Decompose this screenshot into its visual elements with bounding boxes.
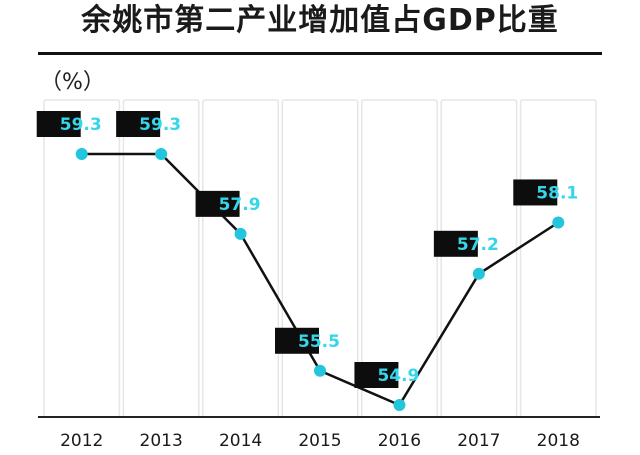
data-label-box — [36, 111, 81, 137]
data-point — [393, 399, 406, 411]
data-point — [234, 227, 247, 240]
y-unit-label: （%） — [40, 70, 105, 95]
x-tick-label: 2014 — [219, 431, 262, 451]
data-label: 55.5 — [275, 327, 340, 354]
data-label-box — [275, 327, 319, 354]
data-label: 59.3 — [116, 111, 181, 137]
data-point — [314, 364, 326, 377]
x-tick-label: 2018 — [537, 431, 580, 451]
x-tick-label: 2013 — [140, 431, 183, 451]
x-tick-label: 2016 — [378, 431, 421, 451]
data-label-text: 58.1 — [536, 183, 578, 203]
data-label: 57.9 — [195, 190, 261, 217]
data-point — [155, 148, 168, 160]
column-panel — [202, 99, 280, 418]
data-points — [75, 148, 565, 411]
data-labels: 59.3 59.3 57.9 55.5 54.9 57.2 58.1 — [36, 111, 578, 388]
data-label: 57.2 — [433, 230, 499, 257]
data-label-box — [433, 230, 478, 257]
x-tick-labels: 2012 2013 2014 2015 2016 2017 2018 — [60, 431, 580, 451]
data-label-box — [195, 190, 240, 217]
data-point — [75, 148, 88, 160]
data-label-text: 57.9 — [219, 195, 261, 215]
data-label-box — [513, 179, 558, 206]
data-label-box — [354, 362, 399, 388]
data-label: 59.3 — [36, 111, 102, 137]
x-tick-label: 2012 — [60, 431, 103, 451]
x-tick-label: 2015 — [298, 431, 341, 451]
data-label-text: 55.5 — [298, 332, 340, 352]
x-tick-label: 2017 — [457, 431, 500, 451]
data-label-text: 59.3 — [60, 115, 102, 135]
data-label-text: 57.2 — [457, 235, 499, 255]
data-label: 58.1 — [513, 179, 578, 206]
data-label-text: 54.9 — [377, 366, 419, 386]
data-label: 54.9 — [354, 362, 419, 388]
column-panel — [43, 99, 121, 418]
data-point — [552, 216, 565, 229]
title-divider — [38, 52, 602, 55]
column-panel — [122, 99, 200, 418]
column-panel — [519, 99, 597, 418]
data-label-box — [116, 111, 161, 137]
data-label-text: 59.3 — [139, 115, 181, 135]
data-point — [472, 267, 485, 280]
column-panel — [440, 99, 518, 418]
chart-title: 余姚市第二产业增加值占GDP比重 — [81, 3, 559, 38]
